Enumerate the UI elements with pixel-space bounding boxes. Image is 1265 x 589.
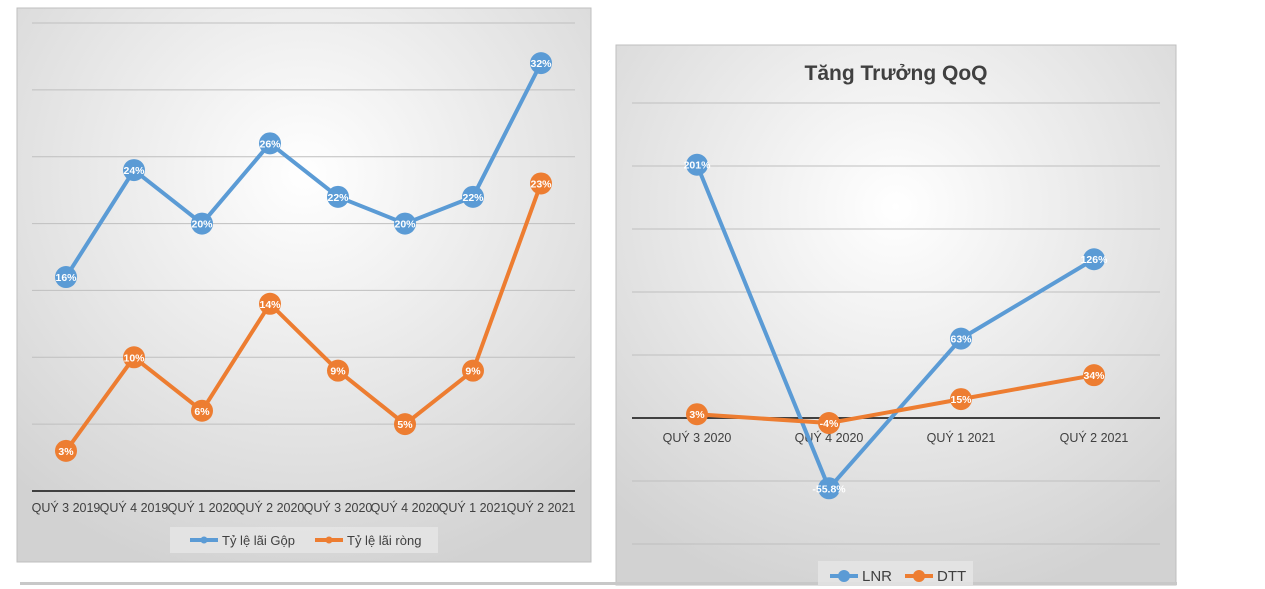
data-point: [123, 346, 145, 369]
legend-marker-dot: [838, 570, 850, 582]
data-label: 32%: [530, 58, 552, 70]
data-label: 14%: [259, 299, 281, 311]
data-label: 20%: [394, 219, 416, 231]
legend-marker-dot: [200, 536, 208, 544]
series-line-DTT: [696, 373, 1095, 426]
data-label: 5%: [397, 419, 413, 431]
data-label: 10%: [123, 352, 145, 364]
data-label: 3%: [689, 409, 705, 421]
x-tick-label: QUÝ 1 2021: [439, 500, 508, 515]
series-line-Tỷ lệ lãi Gộp: [64, 62, 543, 279]
data-label: 63%: [950, 334, 972, 346]
data-point: [1083, 248, 1105, 271]
bottom-divider: [20, 582, 1177, 585]
right-chart-area: [615, 44, 1177, 586]
data-point: [55, 439, 77, 462]
data-point: [394, 212, 416, 235]
x-tick-label: QUÝ 2 2021: [507, 500, 576, 515]
x-tick-label: QUÝ 2 2020: [236, 500, 305, 515]
data-label: 15%: [950, 394, 972, 406]
legend-marker-dot: [913, 570, 925, 582]
data-point: [55, 266, 77, 289]
data-label: 20%: [191, 219, 213, 231]
data-label: 126%: [1081, 254, 1109, 266]
data-label: 23%: [530, 178, 552, 190]
series-line-Tỷ lệ lãi ròng: [64, 182, 543, 453]
x-tick-label: QUÝ 1 2021: [927, 430, 996, 445]
data-point: [259, 132, 281, 155]
data-label: 24%: [123, 165, 145, 177]
data-point: [259, 292, 281, 315]
data-label: 26%: [259, 138, 281, 150]
legend-marker-dot: [325, 536, 333, 544]
data-point: [950, 327, 972, 350]
data-point: [950, 388, 972, 411]
data-label: -4%: [820, 418, 839, 430]
data-point: [686, 153, 708, 176]
data-point: [394, 413, 416, 436]
x-tick-label: QUÝ 4 2020: [371, 500, 440, 515]
data-label: 22%: [462, 192, 484, 204]
data-label: 9%: [465, 366, 481, 378]
data-label: 201%: [684, 160, 712, 172]
x-tick-label: QUÝ 3 2020: [663, 430, 732, 445]
x-tick-label: QUÝ 3 2019: [32, 500, 101, 515]
x-tick-label: QUÝ 4 2019: [100, 500, 169, 515]
data-point: [123, 159, 145, 182]
data-point: [818, 477, 840, 500]
data-label: -55.8%: [812, 483, 846, 495]
series-line-LNR: [695, 163, 1096, 491]
legend-label: Tỷ lệ lãi ròng: [347, 533, 421, 548]
data-point: [686, 403, 708, 426]
data-point: [191, 212, 213, 235]
data-point: [191, 399, 213, 422]
left-chart-area: [16, 7, 592, 563]
data-label: 9%: [330, 366, 346, 378]
data-point: [327, 185, 349, 208]
right-chart-title: Tăng Trưởng QoQ: [805, 62, 988, 85]
legend-label: Tỷ lệ lãi Gộp: [222, 533, 295, 548]
data-point: [327, 359, 349, 382]
data-point: [818, 412, 840, 435]
data-label: 34%: [1083, 370, 1105, 382]
data-label: 3%: [58, 446, 74, 458]
data-label: 6%: [194, 406, 210, 418]
legend-label: LNR: [862, 568, 892, 585]
legend-label: DTT: [937, 568, 966, 585]
data-point: [462, 359, 484, 382]
data-point: [1083, 364, 1105, 387]
data-label: 16%: [55, 272, 77, 284]
data-point: [530, 172, 552, 195]
x-tick-label: QUÝ 2 2021: [1060, 430, 1129, 445]
x-tick-label: QUÝ 1 2020: [168, 500, 237, 515]
data-point: [462, 185, 484, 208]
data-point: [530, 52, 552, 75]
x-tick-label: QUÝ 3 2020: [304, 500, 373, 515]
data-label: 22%: [327, 192, 349, 204]
